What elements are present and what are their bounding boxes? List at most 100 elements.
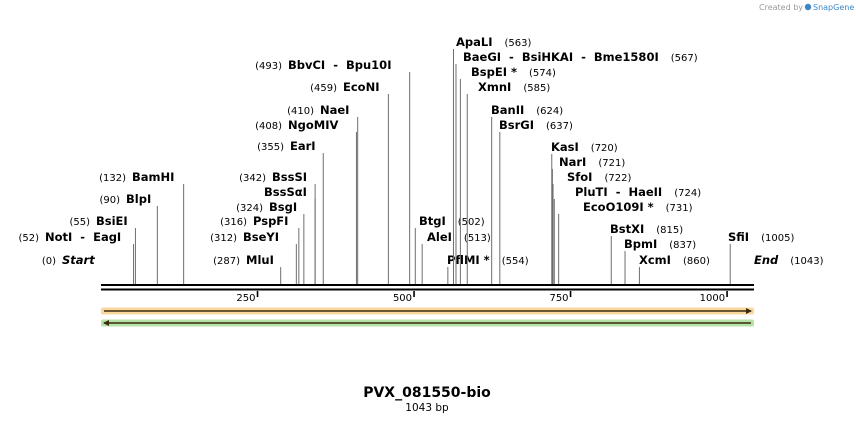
enzyme-site-position: (287) bbox=[213, 256, 240, 267]
enzyme-site[interactable]: (0) Start bbox=[42, 253, 95, 267]
enzyme-site-name: EcoNI bbox=[343, 80, 379, 94]
ruler-tick-label: 750 bbox=[549, 293, 568, 304]
enzyme-site-name: Start bbox=[62, 253, 95, 267]
enzyme-site[interactable]: BspEI * (574) bbox=[459, 65, 556, 284]
enzyme-site-position: (585) bbox=[523, 83, 550, 94]
enzyme-site[interactable]: SfoI (722) bbox=[552, 170, 631, 284]
enzyme-site-name: BbvCI - Bpu10I bbox=[288, 58, 391, 72]
feature-arrow[interactable] bbox=[101, 307, 754, 315]
enzyme-site-name: BsgI bbox=[269, 200, 297, 214]
enzyme-site[interactable]: (312) BseYI bbox=[210, 230, 297, 284]
enzyme-site[interactable]: AleI (513) bbox=[421, 230, 491, 284]
enzyme-site-name: SfiI bbox=[728, 230, 749, 244]
enzyme-site[interactable]: (408) NgoMIV bbox=[255, 118, 357, 284]
snapgene-logo-icon bbox=[804, 3, 812, 11]
enzyme-site-position: (52) bbox=[18, 233, 39, 244]
enzyme-site-name: BsiEI bbox=[96, 214, 128, 228]
enzyme-site-name: EcoO109I * bbox=[583, 200, 654, 214]
enzyme-site-position: (722) bbox=[604, 173, 631, 184]
enzyme-site[interactable]: SfiI (1005) bbox=[728, 230, 794, 284]
enzyme-site[interactable]: (132) BamHI bbox=[99, 170, 185, 284]
enzyme-site[interactable]: EcoO109I * (731) bbox=[558, 200, 693, 284]
enzyme-site-position: (132) bbox=[99, 173, 126, 184]
enzyme-site[interactable]: (410) NaeI bbox=[287, 103, 359, 284]
map-title: PVX_081550-bio bbox=[363, 385, 491, 401]
enzyme-site[interactable]: NarI (721) bbox=[551, 155, 625, 284]
enzyme-site-name: BstXI bbox=[610, 222, 644, 236]
enzyme-site-position: (0) bbox=[42, 256, 56, 267]
credit-prefix: Created by bbox=[759, 3, 803, 12]
enzyme-site-name: BsrGI bbox=[499, 118, 534, 132]
enzyme-site-position: (513) bbox=[464, 233, 491, 244]
enzyme-site-position: (324) bbox=[236, 203, 263, 214]
enzyme-site-name: AleI bbox=[427, 230, 452, 244]
enzyme-site[interactable]: (55) BsiEI bbox=[69, 214, 136, 284]
enzyme-site-name: BssSI bbox=[272, 170, 307, 184]
enzyme-site-position: (563) bbox=[505, 38, 532, 49]
feature-arrow[interactable] bbox=[101, 319, 754, 327]
enzyme-site-position: (624) bbox=[536, 106, 563, 117]
enzyme-site-position: (554) bbox=[502, 256, 529, 267]
ruler-tick-label: 1000 bbox=[700, 293, 725, 304]
enzyme-site-name: NarI bbox=[559, 155, 586, 169]
enzyme-site-name: KasI bbox=[551, 140, 579, 154]
enzyme-site[interactable]: (316) PspFI bbox=[220, 214, 300, 284]
enzyme-site[interactable]: (52) NotI - EagI bbox=[18, 230, 135, 284]
enzyme-site-position: (721) bbox=[598, 158, 625, 169]
enzyme-site[interactable]: BtgI (502) bbox=[414, 214, 485, 284]
enzyme-site[interactable]: End (1043) bbox=[754, 253, 824, 267]
enzyme-site[interactable]: BsrGI (637) bbox=[499, 118, 573, 284]
enzyme-site-name: SfoI bbox=[567, 170, 592, 184]
enzyme-site-position: (312) bbox=[210, 233, 237, 244]
enzyme-site-name: PluTI - HaeII bbox=[575, 185, 662, 199]
enzyme-site[interactable]: XcmI (860) bbox=[638, 253, 710, 284]
feature-arrows bbox=[101, 307, 754, 327]
enzyme-site-name: BaeGI - BsiHKAI - Bme1580I bbox=[463, 50, 659, 64]
enzyme-site-name: BspEI * bbox=[471, 65, 517, 79]
enzyme-site-name: NgoMIV bbox=[288, 118, 338, 132]
enzyme-site-position: (342) bbox=[239, 173, 266, 184]
enzyme-site[interactable]: ApaLI (563) bbox=[452, 35, 532, 284]
enzyme-site[interactable]: BanII (624) bbox=[491, 103, 563, 284]
credit-brand: SnapGene bbox=[813, 3, 854, 12]
enzyme-site[interactable]: PflMI * (554) bbox=[447, 253, 529, 284]
enzyme-site-position: (55) bbox=[69, 217, 90, 228]
enzyme-site[interactable]: BstXI (815) bbox=[610, 222, 683, 284]
enzyme-site-position: (90) bbox=[99, 195, 120, 206]
enzyme-site-position: (1043) bbox=[790, 256, 823, 267]
ruler-tick-label: 250 bbox=[236, 293, 255, 304]
enzyme-site-position: (316) bbox=[220, 217, 247, 228]
enzyme-site-position: (731) bbox=[666, 203, 693, 214]
enzyme-site[interactable]: BpmI (837) bbox=[624, 237, 696, 284]
enzyme-site[interactable]: BaeGI - BsiHKAI - Bme1580I (567) bbox=[455, 50, 698, 284]
feature-arrow-head-icon bbox=[103, 320, 109, 326]
enzyme-site-name: BamHI bbox=[132, 170, 174, 184]
enzyme-site[interactable]: XmnI (585) bbox=[466, 80, 550, 284]
enzyme-site-position: (410) bbox=[287, 106, 314, 117]
enzyme-site-name: PflMI * bbox=[447, 253, 490, 267]
enzyme-site-name: BseYI bbox=[243, 230, 279, 244]
enzyme-site-position: (720) bbox=[591, 143, 618, 154]
enzyme-site-name: XcmI bbox=[639, 253, 671, 267]
enzyme-site-name: BtgI bbox=[419, 214, 446, 228]
enzyme-site-position: (1005) bbox=[761, 233, 794, 244]
enzyme-site-name: XmnI bbox=[478, 80, 511, 94]
enzyme-site[interactable]: (90) BlpI bbox=[99, 192, 158, 284]
enzyme-site[interactable]: (324) BsgI bbox=[236, 200, 305, 284]
feature-arrow-head-icon bbox=[746, 308, 752, 314]
enzyme-site[interactable]: (287) MluI bbox=[213, 253, 282, 284]
enzyme-site-position: (459) bbox=[310, 83, 337, 94]
enzyme-site[interactable]: PluTI - HaeII (724) bbox=[553, 185, 701, 284]
enzyme-site[interactable]: (342) BssSI bbox=[239, 170, 316, 284]
enzyme-site[interactable]: (459) EcoNI bbox=[310, 80, 389, 284]
sequence-backbone bbox=[101, 284, 754, 291]
enzyme-site-position: (567) bbox=[671, 53, 698, 64]
enzyme-site-position: (493) bbox=[255, 61, 282, 72]
enzyme-site-position: (408) bbox=[255, 121, 282, 132]
enzyme-site[interactable]: (493) BbvCI - Bpu10I bbox=[255, 58, 411, 284]
ruler-tick-label: 500 bbox=[393, 293, 412, 304]
enzyme-site[interactable]: (355) EarI bbox=[257, 139, 324, 284]
enzyme-site[interactable]: KasI (720) bbox=[551, 140, 618, 284]
